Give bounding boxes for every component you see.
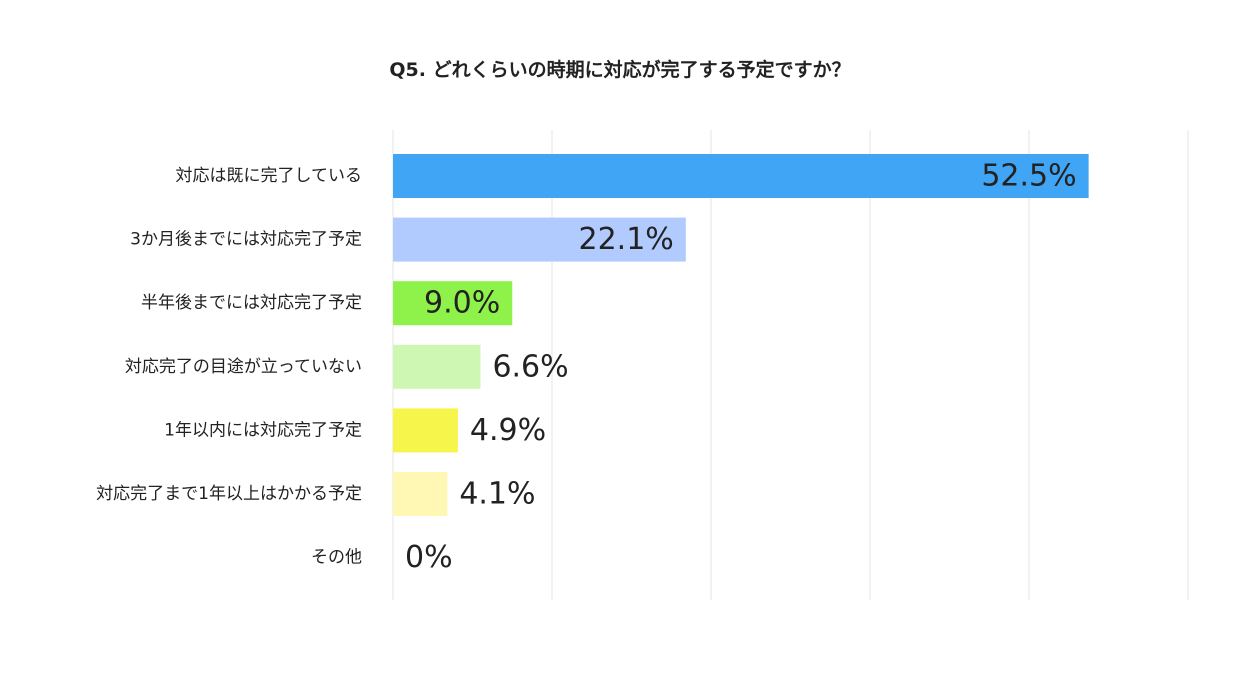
bar	[393, 344, 481, 389]
category-labels: 対応は既に完了している 3か月後までには対応完了予定半年後までには対応完了予定対応…	[96, 166, 362, 568]
value-label: 6.6%	[492, 349, 568, 384]
value-label: 4.1%	[459, 477, 535, 512]
value-label: 4.9%	[470, 413, 546, 448]
chart-title: Q5. どれくらいの時期に対応が完了する予定ですか？	[389, 59, 851, 81]
category-label: 対応完了の目途が立っていない	[125, 357, 362, 377]
category-label: その他	[311, 548, 362, 568]
category-label: 対応完了まで1年以上はかかる予定	[96, 484, 362, 504]
category-label: 1年以内には対応完了予定	[164, 420, 362, 440]
bar	[393, 281, 513, 326]
value-label: 0%	[405, 540, 453, 575]
bar	[393, 154, 1089, 198]
category-label: 半年後までには対応完了予定	[141, 293, 362, 313]
category-label: 3か月後までには対応完了予定	[130, 230, 362, 250]
bar	[393, 408, 458, 453]
bar	[393, 472, 448, 516]
bar	[393, 217, 686, 262]
bars	[393, 154, 1089, 516]
category-label: 対応は既に完了している	[176, 166, 363, 186]
value-label: 22.1%	[579, 222, 674, 257]
value-label: 52.5%	[981, 159, 1076, 194]
value-labels: 52.5% 22.1% 9.0% 6.6% 4.9% 4.1%0%	[405, 159, 1077, 576]
value-label: 9.0%	[424, 286, 500, 321]
